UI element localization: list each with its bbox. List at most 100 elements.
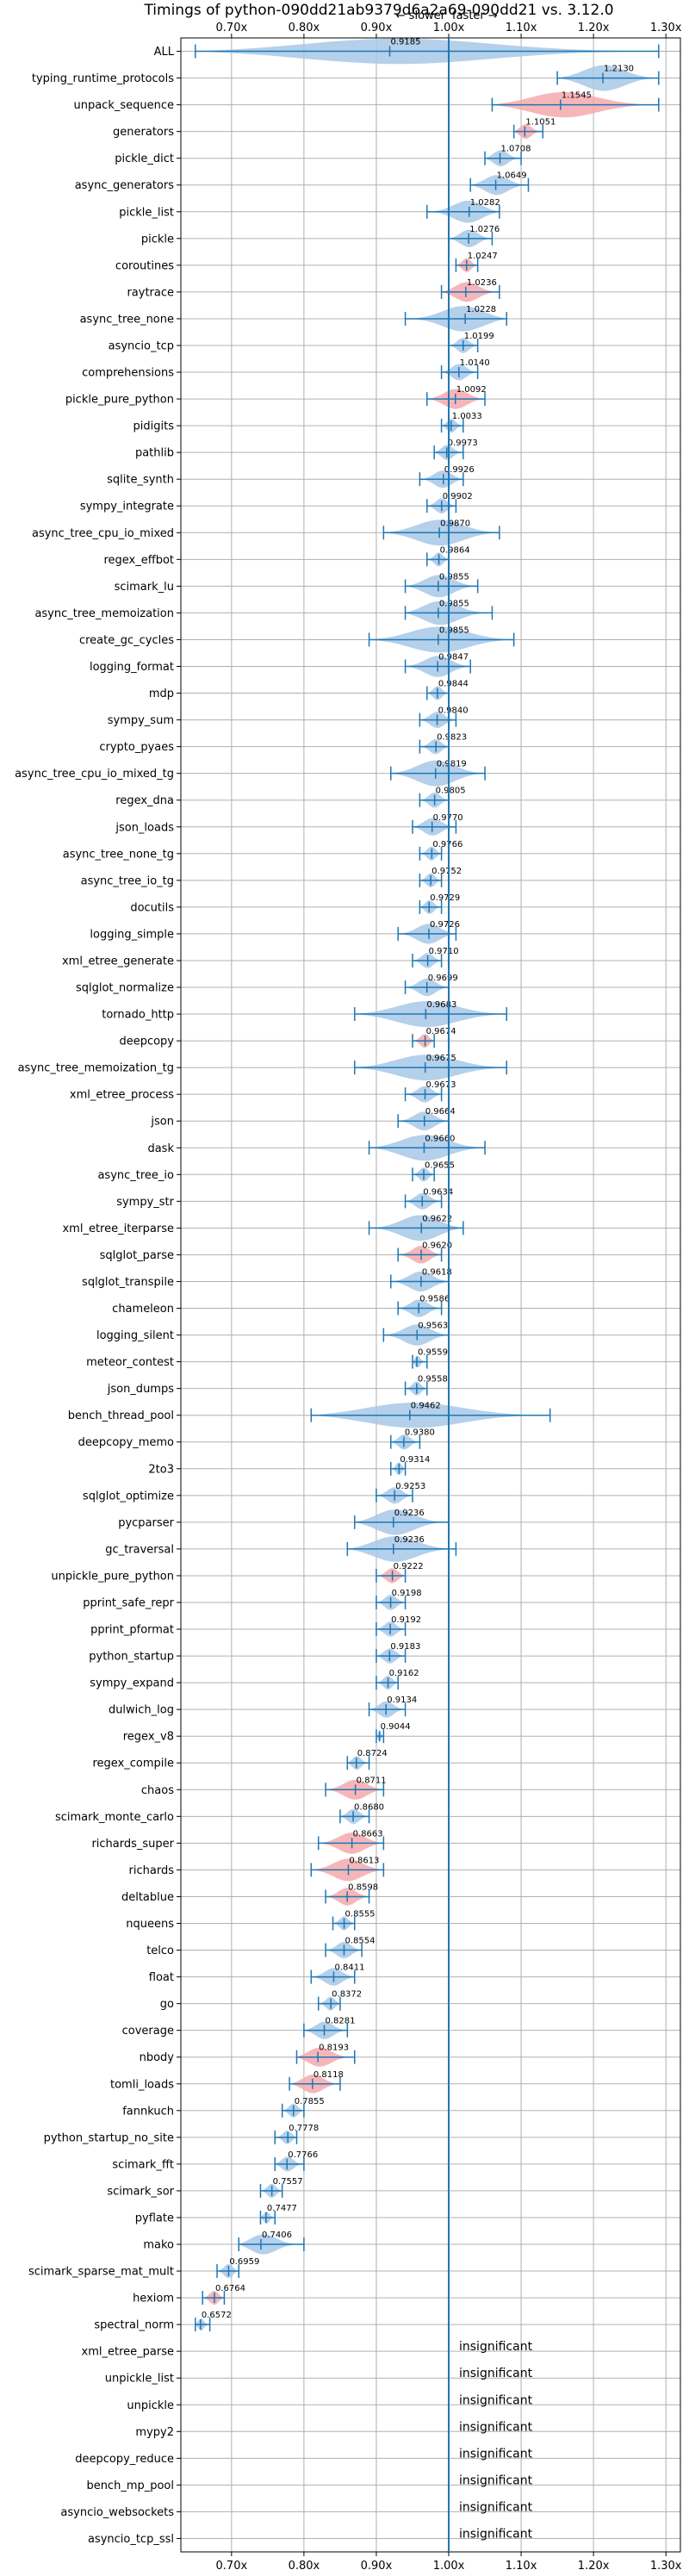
value-label: 0.9634: [423, 1187, 453, 1197]
benchmark-rows: ALL 0.9185 typing_runtime_protocols 1.2130 u…: [15, 38, 660, 2546]
benchmark-label: asyncio_tcp_ssl: [88, 2533, 174, 2546]
value-label: 0.8118: [313, 2070, 344, 2080]
benchmark-label: dask: [147, 1142, 174, 1155]
top-tick-label: 1.20x: [578, 22, 610, 34]
value-label: 0.9673: [426, 1080, 456, 1090]
benchmark-label: go: [160, 1998, 174, 2011]
benchmark-label: xml_etree_generate: [62, 955, 174, 968]
benchmark-label: sympy_expand: [90, 1677, 174, 1690]
value-label: 0.8663: [353, 1829, 383, 1839]
bottom-tick-label: 1.30x: [650, 2560, 682, 2573]
benchmark-label: asyncio_tcp: [109, 339, 174, 352]
value-label: 0.8193: [319, 2044, 349, 2053]
value-label: 0.7477: [267, 2204, 297, 2213]
benchmark-label: regex_compile: [92, 1758, 174, 1770]
benchmark-label: mako: [143, 2239, 174, 2252]
benchmark-label: python_startup: [89, 1651, 174, 1664]
benchmark-label: scimark_sor: [107, 2185, 174, 2198]
value-label: 0.9870: [440, 519, 470, 528]
benchmark-label: sympy_sum: [108, 714, 174, 727]
value-label: 0.7855: [295, 2097, 325, 2106]
value-label: 0.9586: [419, 1295, 450, 1304]
value-label: 0.9183: [390, 1642, 420, 1652]
benchmark-label: create_gc_cycles: [79, 634, 174, 647]
value-label: 0.9622: [422, 1214, 452, 1223]
value-label: 0.8372: [332, 1990, 362, 2000]
benchmark-label: bench_thread_pool: [68, 1409, 174, 1422]
value-label: 0.9563: [418, 1322, 448, 1331]
benchmark-label: logging_format: [90, 661, 174, 674]
benchmark-label: unpickle: [127, 2399, 174, 2412]
value-label: 0.9855: [439, 625, 469, 635]
benchmark-label: regex_v8: [123, 1731, 174, 1744]
bottom-axis: 0.70x 0.80x 0.90x 1.00x 1.10x 1.20x 1.30x: [216, 2552, 682, 2573]
value-label: 0.9675: [426, 1054, 456, 1063]
value-label: 0.9973: [448, 439, 478, 448]
value-label: 0.9752: [431, 867, 462, 876]
value-label: 0.9710: [429, 947, 459, 956]
benchmark-label: crypto_pyaes: [99, 741, 174, 754]
benchmark-label: deepcopy: [119, 1036, 174, 1048]
insignificant-label: insignificant: [459, 2447, 533, 2461]
benchmark-label: fannkuch: [122, 2105, 174, 2118]
benchmark-label: mdp: [149, 688, 174, 700]
insignificant-label: insignificant: [459, 2500, 533, 2514]
value-label: 0.9864: [440, 545, 470, 555]
value-label: 0.8411: [334, 1963, 364, 1973]
value-label: 0.9819: [437, 760, 467, 769]
value-label: 0.9823: [437, 733, 467, 743]
insignificant-label: insignificant: [459, 2340, 533, 2354]
benchmark-label: bench_mp_pool: [86, 2480, 174, 2492]
benchmark-label: 2to3: [148, 1463, 174, 1476]
benchmark-label: typing_runtime_protocols: [32, 72, 174, 85]
benchmark-label: regex_dna: [115, 794, 174, 807]
benchmark-label: json: [150, 1116, 174, 1129]
benchmark-label: xml_etree_parse: [82, 2346, 174, 2359]
value-label: 0.9926: [444, 465, 475, 475]
value-label: 0.8613: [349, 1856, 379, 1865]
value-label: 0.7766: [288, 2150, 318, 2160]
benchmark-label: docutils: [130, 901, 174, 914]
value-label: 0.9660: [425, 1134, 455, 1143]
value-label: 1.0228: [466, 305, 496, 314]
direction-labels: ← slower faster →: [396, 9, 498, 22]
chart-title: Timings of python-090dd21ab9379d6a2a69-0…: [143, 2, 613, 19]
bottom-tick-label: 0.70x: [216, 2560, 248, 2573]
benchmark-label: scimark_sparse_mat_mult: [28, 2266, 174, 2279]
benchmark-label: sympy_integrate: [80, 501, 174, 513]
value-label: 0.8711: [357, 1776, 387, 1785]
top-tick-label: 0.90x: [361, 22, 393, 34]
bottom-tick-label: 1.00x: [433, 2560, 465, 2573]
benchmark-label: chameleon: [112, 1303, 174, 1316]
value-label: 1.0276: [469, 225, 500, 234]
benchmark-label: telco: [146, 1944, 174, 1957]
value-label: 1.0092: [456, 385, 487, 395]
benchmark-label: pprint_safe_repr: [83, 1596, 174, 1609]
value-label: 0.9844: [438, 680, 469, 689]
benchmark-label: async_tree_none: [80, 313, 174, 326]
benchmark-label: async_tree_cpu_io_mixed: [32, 527, 174, 540]
benchmark-label: async_tree_io: [97, 1169, 174, 1182]
benchmark-label: unpickle_pure_python: [51, 1570, 174, 1583]
value-label: 0.7557: [273, 2177, 303, 2187]
benchmark-label: ALL: [154, 46, 175, 59]
benchmark-label: unpack_sequence: [73, 99, 174, 112]
grid-layer: [181, 38, 680, 2552]
benchmark-label: sqlglot_parse: [100, 1249, 174, 1262]
benchmark-label: json_dumps: [107, 1383, 174, 1396]
benchmark-label: generators: [113, 126, 174, 139]
insignificant-label: insignificant: [459, 2527, 533, 2541]
insignificant-label: insignificant: [459, 2393, 533, 2407]
benchmark-label: async_tree_cpu_io_mixed_tg: [15, 768, 174, 781]
benchmark-label: hexiom: [133, 2293, 174, 2305]
benchmark-label: float: [149, 1971, 174, 1984]
benchmark-label: tomli_loads: [110, 2078, 174, 2091]
value-label: 0.9683: [426, 1000, 456, 1010]
benchmark-label: scimark_fft: [112, 2158, 174, 2171]
benchmark-label: comprehensions: [82, 367, 174, 380]
benchmark-label: nqueens: [126, 1918, 174, 1931]
faster-label: faster →: [452, 9, 498, 22]
value-label: 1.0140: [460, 358, 490, 368]
benchmark-label: async_tree_none_tg: [63, 848, 174, 861]
benchmark-label: pprint_pformat: [90, 1624, 174, 1637]
